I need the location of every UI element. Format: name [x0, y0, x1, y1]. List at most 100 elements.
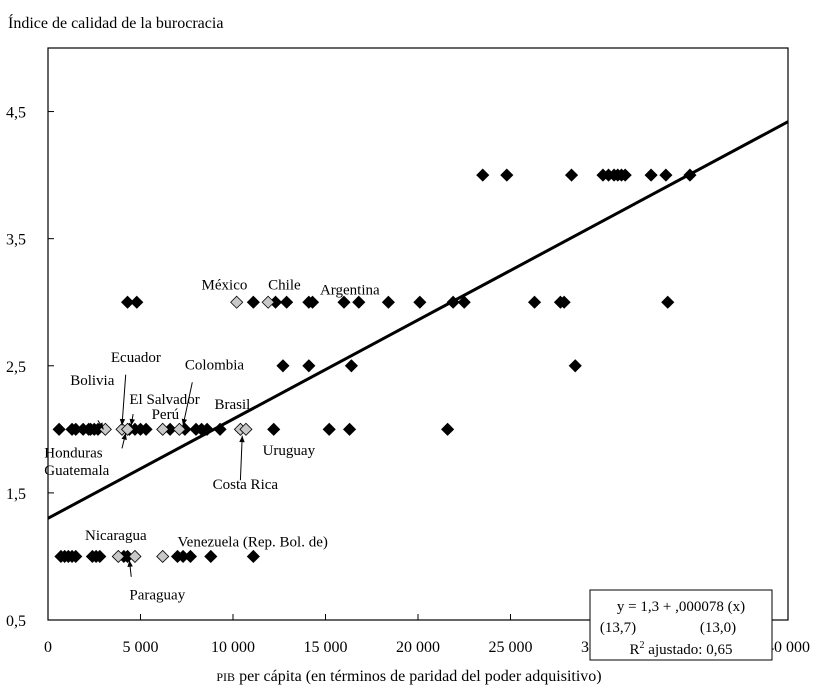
country-label: Venezuela (Rep. Bol. de) — [178, 534, 328, 550]
data-point — [280, 295, 294, 309]
x-tick-label: 25 000 — [489, 639, 533, 656]
country-label: Nicaragua — [85, 528, 147, 544]
data-point — [276, 359, 290, 373]
country-label: Argentina — [320, 283, 380, 299]
data-point — [618, 168, 632, 182]
y-tick-label: 2,5 — [6, 359, 26, 376]
annotation-arrow-shaft — [121, 374, 127, 426]
annotation-arrow-head — [129, 418, 135, 426]
country-label: Chile — [268, 278, 301, 294]
data-point — [261, 295, 275, 309]
regression-box: y = 1,3 + ,000078 (x) (13,7) (13,0) R2 ajus… — [589, 589, 773, 661]
y-tick-label: 0,5 — [6, 613, 26, 630]
regression-r2: R2 ajustado: 0,65 — [630, 640, 733, 658]
data-point — [246, 295, 260, 309]
data-point — [568, 359, 582, 373]
country-label: Colombia — [185, 358, 245, 374]
data-point — [183, 549, 198, 564]
x-axis-label: PIB per cápita (en términos de paridad d… — [216, 668, 601, 685]
country-label: Bolivia — [70, 373, 115, 389]
y-axis-label: Índice de calidad de la burocracia — [8, 13, 223, 32]
data-point — [457, 295, 471, 309]
regression-box-frame — [589, 589, 773, 661]
data-point — [156, 549, 170, 564]
x-axis-label-prefix: PIB — [216, 670, 235, 684]
data-point — [93, 549, 107, 564]
data-point — [344, 359, 358, 373]
data-point — [120, 422, 135, 436]
data-point — [52, 422, 66, 436]
y-tick-label: 4,5 — [6, 105, 26, 122]
country-label: México — [202, 278, 248, 294]
country-label: Brasil — [215, 397, 251, 413]
data-point — [527, 295, 542, 309]
plot-frame — [47, 47, 789, 621]
country-label: Ecuador — [111, 350, 161, 366]
y-tick-label: 3,5 — [6, 232, 26, 249]
data-point — [659, 168, 673, 182]
annotation-arrow-head — [181, 418, 188, 426]
country-label: Honduras — [44, 445, 102, 461]
data-point — [200, 422, 214, 436]
regression-t-stat-slope: (13,0) — [700, 620, 736, 636]
data-point — [337, 295, 351, 309]
data-point — [156, 422, 170, 436]
x-tick-label: 10 000 — [211, 639, 255, 656]
data-point — [500, 168, 514, 182]
data-point — [267, 422, 281, 436]
regression-line — [47, 120, 789, 520]
country-label: El Salvador — [129, 392, 199, 408]
country-label: Uruguay — [263, 443, 316, 459]
data-point — [661, 295, 675, 309]
r2-value: ajustado: 0,65 — [645, 642, 733, 658]
annotation-arrow-shaft — [182, 382, 193, 426]
y-tick-label: 1,5 — [6, 486, 26, 503]
annotation-arrow-shaft — [239, 435, 243, 481]
data-point — [381, 295, 395, 309]
data-point — [246, 549, 260, 564]
data-point — [230, 295, 244, 309]
data-point — [342, 422, 357, 436]
annotation-arrow-head — [119, 418, 126, 426]
country-label: Paraguay — [129, 588, 185, 604]
x-tick-label: 20 000 — [396, 639, 440, 656]
data-point — [139, 422, 153, 436]
annotation-arrow-head — [121, 433, 127, 441]
data-point — [302, 359, 316, 373]
x-axis-label-rest: per cápita (en términos de paridad del p… — [235, 668, 602, 685]
x-tick-label: 0 — [44, 639, 52, 656]
data-point — [413, 295, 427, 309]
x-tick-label: 40 000 — [766, 639, 810, 656]
data-point — [683, 168, 697, 182]
data-point — [111, 549, 125, 564]
data-point — [305, 295, 320, 309]
data-point — [564, 168, 579, 182]
regression-t-stat-intercept: (13,7) — [600, 620, 636, 636]
country-label: Costa Rica — [213, 477, 279, 493]
data-point — [644, 168, 658, 182]
x-tick-label: 5 000 — [123, 639, 159, 656]
annotation-arrow-head — [239, 435, 245, 443]
data-point — [120, 295, 135, 309]
x-tick-label: 15 000 — [304, 639, 348, 656]
regression-equation: y = 1,3 + ,000078 (x) — [617, 599, 745, 615]
data-point — [130, 295, 144, 309]
country-labels: Bolivia Ecuador El Salvador Colombia Perú Bra… — [44, 278, 380, 604]
r2-symbol: R — [630, 642, 640, 658]
data-point — [204, 549, 218, 564]
data-point — [128, 549, 142, 564]
data-point — [213, 422, 227, 436]
country-label: Perú — [152, 407, 180, 423]
data-point — [441, 422, 455, 436]
annotation-arrow-head — [127, 560, 133, 567]
r2-superscript: 2 — [640, 640, 645, 651]
annotation-arrow-head — [97, 422, 104, 430]
regression-line-group — [47, 120, 789, 520]
data-point — [69, 549, 83, 564]
data-point — [446, 295, 460, 309]
data-points — [52, 168, 697, 564]
data-point — [476, 168, 490, 182]
annotation-arrows — [97, 374, 245, 577]
